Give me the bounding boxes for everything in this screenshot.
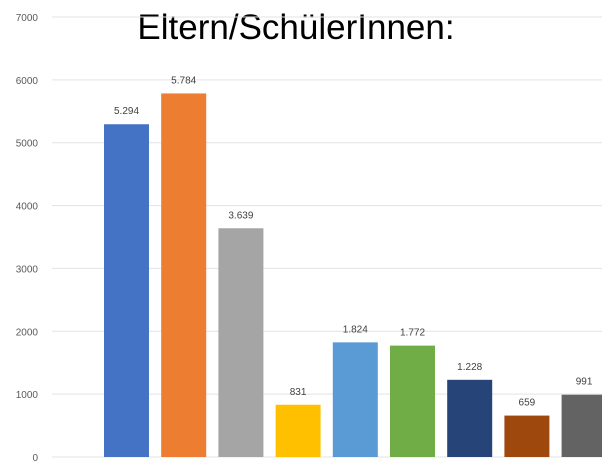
y-tick-label: 2000 (16, 327, 39, 338)
y-tick-label: 7000 (16, 13, 39, 24)
bar (447, 379, 493, 457)
data-label: 5.784 (171, 75, 196, 86)
data-labels: 5.294 5.784 3.639 831 1.824 1.772 1.228 659 991 (114, 75, 593, 408)
chart-title: Eltern/SchülerInnen: (0, 8, 602, 48)
y-axis: 0 1000 2000 3000 4000 5000 6000 7000 (16, 13, 39, 463)
data-label: 1.824 (343, 324, 368, 335)
data-label: 659 (519, 398, 536, 409)
bar (390, 345, 435, 457)
bar (161, 93, 207, 457)
bar (275, 404, 321, 457)
bar (104, 124, 149, 457)
bar (504, 415, 550, 457)
y-tick-label: 0 (32, 453, 38, 463)
bar (561, 394, 602, 457)
bars (104, 93, 602, 457)
y-tick-label: 6000 (16, 76, 39, 87)
y-tick-label: 5000 (16, 139, 39, 150)
bar (218, 228, 264, 457)
y-tick-label: 1000 (16, 390, 39, 401)
data-label: 1.772 (400, 328, 425, 339)
data-label: 1.228 (457, 362, 482, 373)
data-label: 5.294 (114, 106, 139, 117)
bar (332, 342, 378, 457)
data-label: 831 (290, 387, 307, 398)
y-tick-label: 3000 (16, 264, 39, 275)
data-label: 3.639 (228, 210, 253, 221)
chart-title-text: Eltern/SchülerInnen: (137, 8, 455, 47)
data-label: 991 (576, 377, 593, 388)
y-tick-label: 4000 (16, 202, 39, 213)
